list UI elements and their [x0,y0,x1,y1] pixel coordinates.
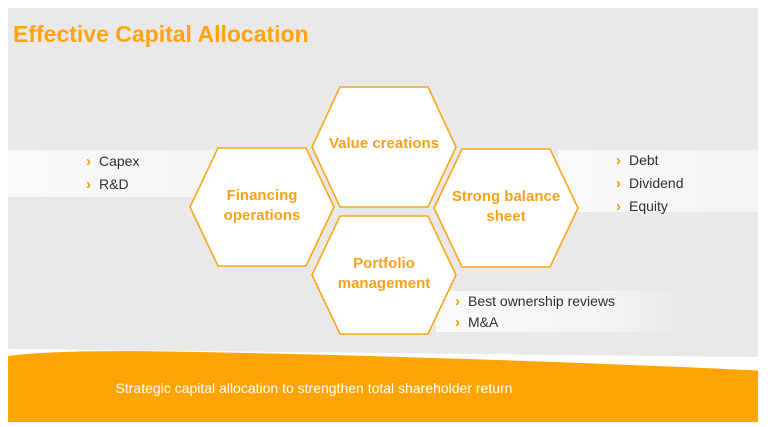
bullet-item: › Debt [616,149,683,172]
hexagon-strong-balance-sheet [433,148,579,268]
bullet-label: M&A [468,314,499,330]
highlight-band-balance [558,150,758,212]
bullet-item: › Capex [86,150,139,173]
hexagon-label-value-creations: Value creations [328,135,440,152]
bullet-label: R&D [99,176,129,192]
slide-title: Effective Capital Allocation [13,21,309,47]
hexagon-portfolio-management [311,215,457,335]
bullet-item: › Best ownership reviews [455,291,615,312]
hexagon-label-strong-balance-sheet: Strong balance sheet [451,188,561,225]
bullet-item: › R&D [86,173,139,196]
chevron-bullet-icon: › [455,293,460,310]
highlight-band-portfolio [436,291,676,332]
hexagon-value-creations [311,86,457,208]
bullet-item: › M&A [455,312,615,333]
bullet-list-portfolio: › Best ownership reviews › M&A [455,291,615,333]
bullet-list-balance: › Debt › Dividend › Equity [616,149,683,218]
bullet-label: Equity [629,198,668,214]
bullet-label: Debt [629,152,659,168]
bullet-label: Best ownership reviews [468,293,616,309]
bullet-item: › Equity [616,195,683,218]
chevron-bullet-icon: › [86,153,91,170]
bullet-item: › Dividend [616,172,683,195]
hexagon-label-financing-operations: Financing operations [223,187,301,224]
hexagon-financing-operations [189,147,335,267]
chevron-bullet-icon: › [86,176,91,193]
hexagon-label-portfolio-management: Portfolio management [337,255,431,292]
bullet-list-financing: › Capex › R&D [86,150,139,196]
chevron-bullet-icon: › [616,175,621,192]
footer-statement: Strategic capital allocation to strength… [115,380,513,396]
chevron-bullet-icon: › [616,198,621,215]
chevron-bullet-icon: › [455,314,460,331]
highlight-band-financing [8,150,232,197]
footer-wave-shape [8,351,758,422]
bullet-label: Capex [99,153,140,169]
bullet-label: Dividend [629,175,684,191]
chevron-bullet-icon: › [616,152,621,169]
